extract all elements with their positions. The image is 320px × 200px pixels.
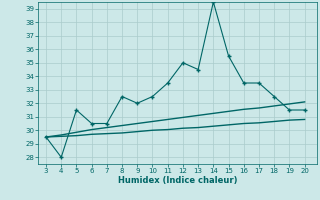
X-axis label: Humidex (Indice chaleur): Humidex (Indice chaleur) <box>118 176 237 185</box>
